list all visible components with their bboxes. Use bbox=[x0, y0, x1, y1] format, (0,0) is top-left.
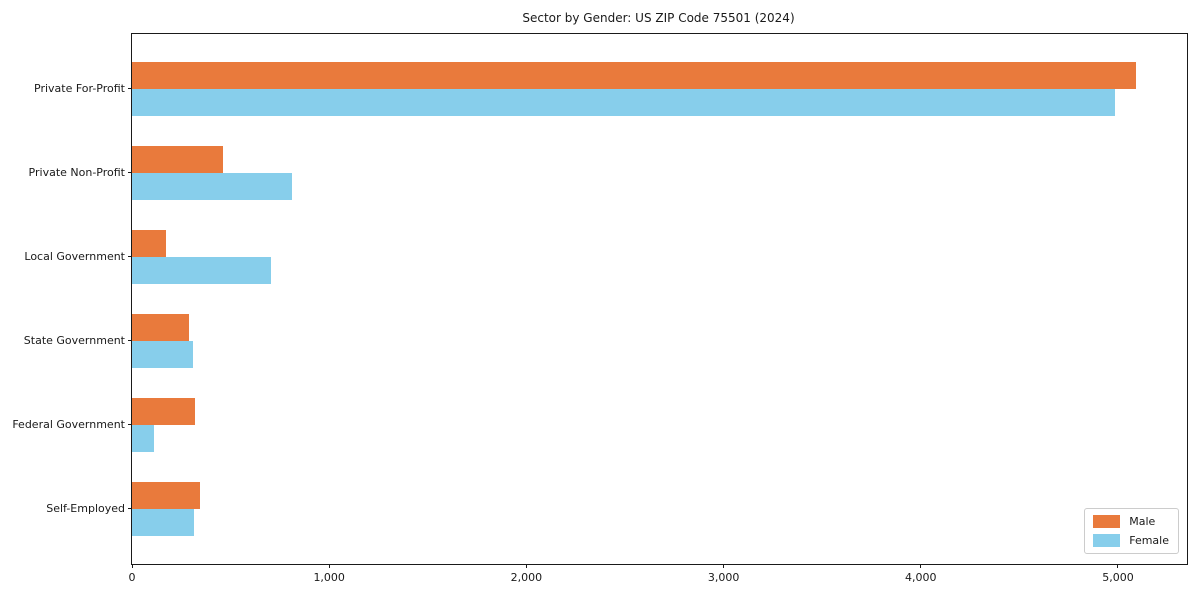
legend-label-male: Male bbox=[1129, 515, 1156, 528]
x-axis-tick-label: 0 bbox=[128, 571, 136, 584]
y-axis-label-state-government: State Government bbox=[23, 333, 125, 347]
bar-male-private-for-profit bbox=[132, 61, 1136, 89]
x-axis-tick-label: 2,000 bbox=[510, 571, 543, 584]
y-axis-tick bbox=[128, 340, 132, 341]
legend-swatch-female-icon bbox=[1093, 534, 1121, 547]
bar-male-state-government bbox=[132, 313, 190, 341]
x-axis-tick-label: 4,000 bbox=[905, 571, 937, 584]
bar-female-self-employed bbox=[132, 508, 195, 536]
legend: Male Female bbox=[1084, 508, 1179, 554]
y-axis-label-private-for-profit: Private For-Profit bbox=[34, 81, 125, 95]
x-axis-tick bbox=[723, 564, 725, 568]
y-axis-label-local-government: Local Government bbox=[24, 249, 125, 263]
legend-label-female: Female bbox=[1129, 534, 1169, 547]
bar-female-state-government bbox=[132, 340, 194, 368]
x-axis-tick bbox=[920, 564, 922, 568]
legend-item-male: Male bbox=[1093, 515, 1169, 528]
bar-female-private-non-profit bbox=[132, 172, 292, 200]
legend-swatch-male-icon bbox=[1093, 515, 1121, 528]
bar-female-local-government bbox=[132, 256, 271, 284]
bar-male-self-employed bbox=[132, 481, 200, 509]
x-axis-tick bbox=[525, 564, 527, 568]
bar-female-private-for-profit bbox=[132, 88, 1115, 116]
chart-title: Sector by Gender: US ZIP Code 75501 (202… bbox=[522, 11, 795, 25]
y-axis-tick bbox=[128, 424, 132, 425]
legend-item-female: Female bbox=[1093, 534, 1169, 547]
y-axis-tick bbox=[128, 88, 132, 89]
x-axis-tick bbox=[131, 564, 133, 568]
y-axis-label-federal-government: Federal Government bbox=[12, 417, 125, 431]
bar-female-federal-government bbox=[132, 424, 154, 452]
y-axis-tick bbox=[128, 256, 132, 257]
x-axis-tick-label: 5,000 bbox=[1102, 571, 1134, 584]
x-axis-tick-label: 3,000 bbox=[707, 571, 740, 584]
bar-male-private-non-profit bbox=[132, 145, 223, 173]
y-axis-label-self-employed: Self-Employed bbox=[46, 501, 125, 515]
y-axis-tick bbox=[128, 172, 132, 173]
y-axis-label-private-non-profit: Private Non-Profit bbox=[28, 165, 125, 179]
x-axis-tick-label: 1,000 bbox=[313, 571, 345, 584]
bar-male-federal-government bbox=[132, 397, 196, 425]
bar-male-local-government bbox=[132, 229, 166, 257]
x-axis-tick bbox=[1117, 564, 1119, 568]
plot-area: Male Female Private For-Profit Private No… bbox=[12, 33, 1188, 584]
y-axis-tick bbox=[128, 508, 132, 509]
x-axis-tick bbox=[328, 564, 330, 568]
